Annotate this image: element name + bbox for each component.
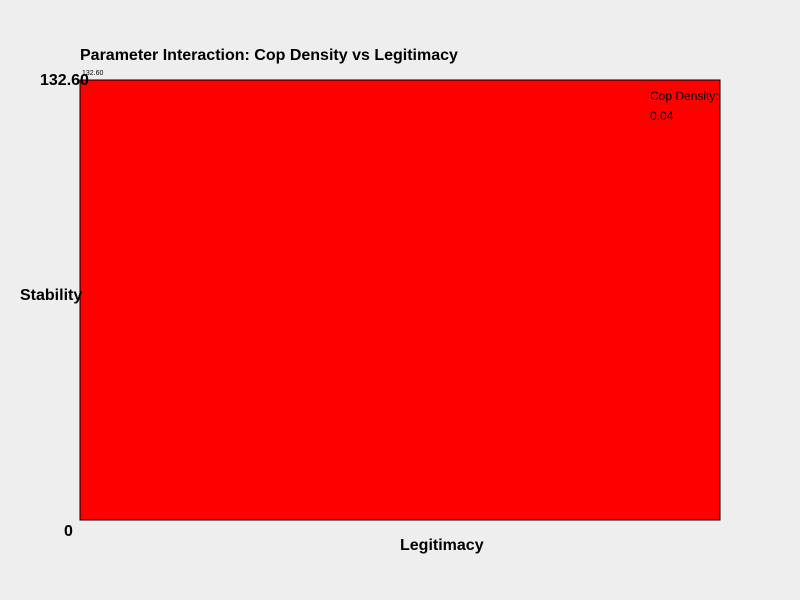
legend: Cop Density: 0.04 — [650, 89, 719, 123]
x-axis-label: Legitimacy — [400, 537, 484, 554]
bar-value-label-0-0: 132.60 — [82, 70, 104, 77]
legend-series-value: 0.04 — [650, 109, 674, 123]
bars-group: 132.60 — [79, 70, 721, 521]
y-tick-label-min: 0 — [64, 523, 73, 540]
legend-series-name: Cop Density: — [650, 89, 719, 103]
bar-0-0 — [79, 79, 721, 521]
chart-title: Parameter Interaction: Cop Density vs Le… — [80, 47, 458, 64]
y-axis-label: Stability — [20, 287, 82, 304]
y-tick-label-max: 132.60 — [40, 72, 89, 89]
